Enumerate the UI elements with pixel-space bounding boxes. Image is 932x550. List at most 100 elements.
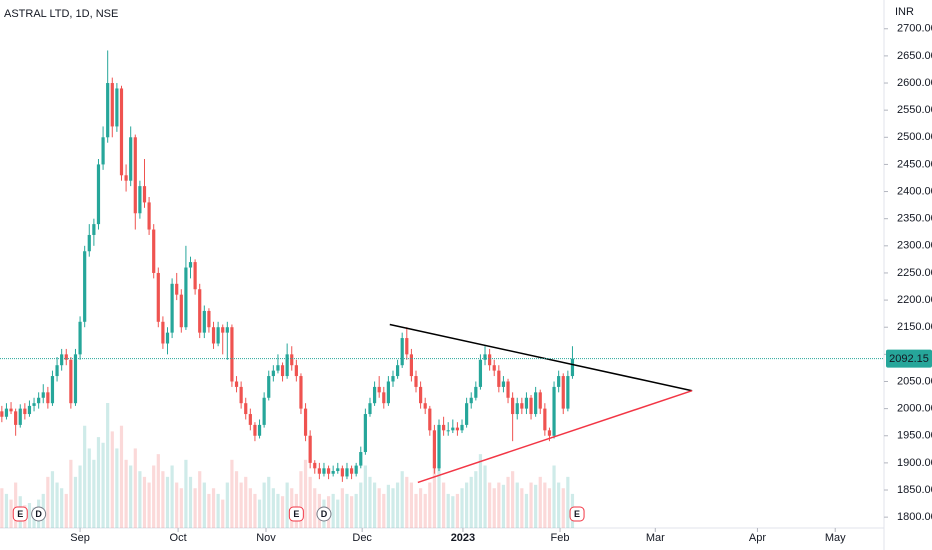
trendline <box>417 389 693 484</box>
candle-body <box>147 202 151 230</box>
candle-body <box>340 468 344 477</box>
volume-bar <box>280 496 285 528</box>
candle-body <box>244 403 248 415</box>
volume-bar <box>492 488 496 528</box>
volume-bar <box>437 465 441 528</box>
volume-bar <box>400 471 404 528</box>
candle-body <box>115 88 119 127</box>
volume-bar <box>170 465 174 528</box>
y-tick-label: 2150.00 <box>897 321 932 333</box>
candle-body <box>465 403 469 425</box>
candle-body <box>511 397 515 415</box>
volume-bar <box>345 493 349 528</box>
volume-bar <box>4 493 9 528</box>
y-tick-label: 2700.00 <box>897 23 932 35</box>
candle-body <box>37 397 41 404</box>
candle-body <box>303 408 308 436</box>
candle-body <box>409 354 413 377</box>
candle-body <box>129 137 133 181</box>
volume-bar <box>211 488 216 528</box>
candle-body <box>156 272 160 322</box>
candle-body <box>4 408 9 417</box>
volume-bar <box>193 488 197 528</box>
event-label: E <box>17 509 23 519</box>
candle-body <box>290 354 294 366</box>
candle-body <box>170 283 174 333</box>
volume-bar <box>428 482 432 528</box>
x-tick-label: Sep <box>70 532 90 544</box>
candle-body <box>483 354 487 360</box>
candle-body <box>230 327 234 382</box>
candle-body <box>27 405 32 415</box>
candle-body <box>69 359 73 404</box>
volume-bar <box>55 482 59 528</box>
volume-bar <box>207 493 211 528</box>
volume-bar <box>405 476 409 528</box>
volume-bar <box>142 476 147 528</box>
candle-body <box>87 234 91 252</box>
candle-body <box>349 468 354 474</box>
candle-body <box>538 392 542 409</box>
candle-body <box>354 465 358 474</box>
candle-body <box>345 468 349 477</box>
candle-body <box>0 411 4 417</box>
x-tick-label: Mar <box>646 532 665 544</box>
candle-body <box>161 321 165 344</box>
candle-body <box>529 397 533 415</box>
volume-bar <box>92 459 96 528</box>
candle-body <box>524 397 529 409</box>
candle-body <box>497 370 501 387</box>
y-tick-label: 2600.00 <box>897 77 932 89</box>
candle-body <box>32 403 36 406</box>
volume-bar <box>188 476 193 528</box>
x-tick-label: 2023 <box>451 532 475 544</box>
candle-body <box>60 354 64 366</box>
event-marker <box>316 506 332 522</box>
volume-bar <box>161 471 165 528</box>
volume-bar <box>566 476 570 528</box>
volume-bar <box>234 471 239 528</box>
candle-body <box>382 392 386 404</box>
candle-body <box>478 359 483 387</box>
volume-bar <box>253 493 257 528</box>
y-tick-label: 1900.00 <box>897 457 932 469</box>
event-label: E <box>293 509 299 519</box>
volume-bar <box>469 476 473 528</box>
volume-bar <box>442 482 446 528</box>
volume-bar <box>50 471 55 528</box>
candle-body <box>469 397 473 404</box>
candle-body <box>557 376 561 387</box>
volume-bar <box>152 465 156 528</box>
volume-bar <box>78 465 82 528</box>
volume-bar <box>455 493 460 528</box>
volume-bar <box>520 488 524 528</box>
event-marker <box>288 506 304 522</box>
volume-bar <box>184 459 188 528</box>
volume-bar <box>511 471 515 528</box>
candle-body <box>543 408 547 431</box>
volume-bar <box>432 448 437 528</box>
candle-body <box>78 321 82 355</box>
y-tick-label: 2400.00 <box>897 185 932 197</box>
volume-bar <box>395 482 400 528</box>
candle-layer <box>0 50 575 482</box>
candle-body <box>83 251 87 322</box>
event-marker <box>569 506 585 522</box>
candle-body <box>188 262 193 268</box>
candle-body <box>570 358 575 377</box>
volume-bar <box>115 448 119 528</box>
candle-body <box>547 430 552 436</box>
volume-bar <box>451 496 455 528</box>
volume-bar <box>138 471 142 528</box>
candle-body <box>492 365 496 371</box>
candle-body <box>271 370 275 377</box>
volume-bar <box>87 448 91 528</box>
candle-body <box>257 424 262 436</box>
volume-bar <box>64 493 68 528</box>
volume-bar <box>239 482 243 528</box>
currency-label: INR <box>895 6 914 18</box>
volume-bar <box>124 459 128 528</box>
volume-bar <box>165 476 170 528</box>
